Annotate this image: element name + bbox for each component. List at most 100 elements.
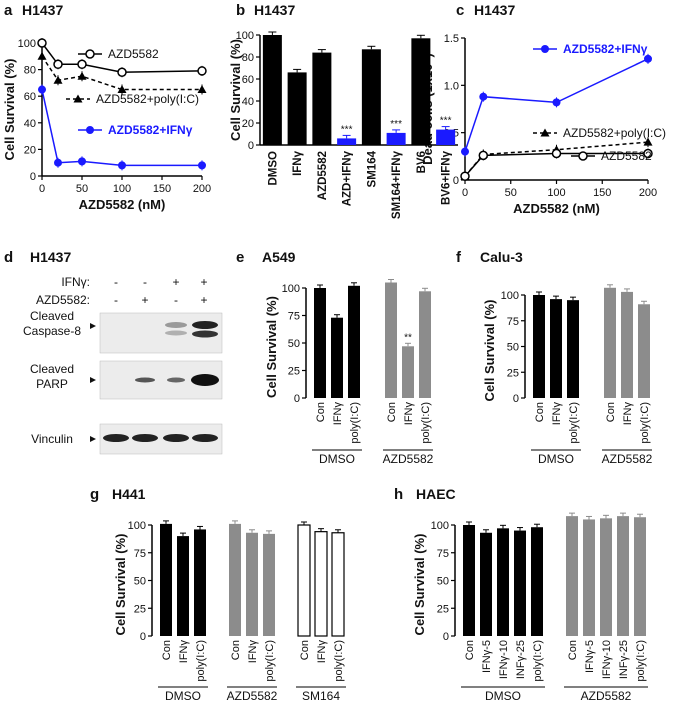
parp-band-2 [135,377,155,383]
panel-g-letter: g [90,486,99,503]
chart-h-x-tick-label: INFγ-25 [618,640,630,679]
chart-f-bar [550,299,562,398]
chart-c-x-label: AZD5582 (nM) [513,201,600,216]
chart-g-x-tick-label: poly(I:C) [195,640,207,682]
chart-h-bar [514,530,526,636]
wb-ifn-sign-1: - [114,275,118,289]
chart-a-y-tick-label: 0 [30,171,36,183]
panel-f-title: Calu-3 [480,249,523,265]
chart-h-x-tick-label: INFγ-25 [515,640,527,679]
chart-g-bar [160,523,172,636]
chart-g-x-tick-label: poly(I:C) [333,640,345,682]
chart-b-y-label: Cell Survival (%) [228,39,243,141]
chart-g-x-tick-label: poly(I:C) [264,640,276,682]
chart-h-group-label: DMSO [485,689,521,702]
chart-e-bar [331,317,343,398]
chart-a-y-tick-label: 80 [24,65,36,77]
chart-c-point [460,171,470,181]
chart-a-x-tick-label: 150 [153,183,171,195]
chart-c-series-line-2 [464,152,648,177]
chart-c-x-tick-label: 200 [639,187,657,199]
chart-a-x-label: AZD5582 (nM) [79,197,166,212]
chart-g-x-tick-label: IFNγ [316,640,328,664]
vinculin-band-3 [163,434,189,442]
chart-a-point [197,85,207,94]
chart-a-point [53,75,63,84]
chart-e-x-tick-label: IFNγ [332,402,344,426]
chart-g-group-label: SM164 [302,689,340,702]
chart-f: 0 25 50 75 100 Cell Survival (%) Con IFNγ poly(I… [482,284,653,466]
chart-f-bar [533,295,545,398]
chart-b-x-tick-label: SM164 [366,150,378,187]
chart-e-bar [419,291,431,398]
chart-f-x-tick-label: IFNγ [622,402,634,426]
chart-a-point [198,161,206,170]
chart-a-point [53,59,63,70]
chart-f-bar [567,300,579,398]
chart-g-bar [246,532,258,636]
chart-b-y-tick-label: 60 [242,74,254,86]
chart-a-x-tick-label: 0 [39,183,45,195]
chart-a-point [77,71,87,80]
chart-h-y-tick-label: 100 [431,520,449,532]
panel-g-title: H441 [112,486,146,502]
chart-a-x-tick-label: 100 [113,183,131,195]
chart-h-y-label: Cell Survival (%) [412,534,427,636]
chart-b-bar [386,132,406,145]
chart-g-group-label: AZD5582 [227,689,278,702]
chart-f-y-tick-label: 75 [507,316,519,328]
chart-f-bar [621,291,633,398]
chart-a-point [78,157,86,166]
chart-c-x-tick-label: 150 [593,187,611,199]
chart-a-x-tick-label: 200 [193,183,211,195]
chart-h-y-tick-label: 0 [443,631,449,643]
chart-a-legend-marker [86,126,94,134]
chart-c-point [552,98,561,107]
panel-h-title: HAEC [416,486,456,502]
chart-f-y-tick-label: 0 [513,393,519,405]
chart-c-y-tick-label: 1.5 [444,33,459,45]
chart-c-point [461,147,469,156]
chart-a: 0 20 40 60 80 100 0 50 100 150 200 AZD5582 (nM) Cell… [2,38,211,212]
chart-c-y-tick-label: 0 [453,175,459,187]
chart-g-x-tick-label: Con [299,640,311,660]
chart-f-group-label: DMSO [538,452,574,466]
chart-h-x-tick-label: Con [464,640,476,660]
chart-e-x-tick-label: poly(I:C) [420,402,432,444]
chart-e-y-label: Cell Survival (%) [264,296,279,398]
wb-azd-sign-1: - [114,293,118,307]
chart-a-y-tick-label: 100 [18,38,36,50]
chart-b-y-tick-label: 80 [242,52,254,64]
panel-e-title: A549 [262,249,296,265]
chart-f-x-tick-label: poly(I:C) [568,402,580,444]
chart-b-y-tick-label: 0 [248,140,254,152]
blot-label-caspase8-line2: Caspase-8 [23,324,81,338]
chart-f-x-tick-label: Con [534,402,546,422]
blot-label-caspase8-line1: Cleaved [30,309,74,323]
panel-d-title: H1437 [30,249,71,265]
chart-c-x-tick-label: 50 [505,187,517,199]
wb-azd-label: AZD5582: [36,293,90,307]
chart-e-y-tick-label: 75 [288,311,300,323]
chart-e-y-tick-label: 100 [282,283,300,295]
chart-e-bar [348,285,360,398]
panel-d-letter: d [4,249,13,266]
chart-e-y-tick-label: 50 [288,338,300,350]
panel-b-letter: b [236,2,245,19]
chart-e-x-tick-label: Con [386,402,398,422]
wb-ifn-sign-4: + [200,275,207,289]
chart-b-significance: *** [440,116,452,127]
caspase8-band-4b [192,330,218,338]
chart-h-x-tick-label: poly(I:C) [635,640,647,682]
chart-a-y-label: Cell Survival (%) [2,59,17,161]
chart-e-y-tick-label: 0 [294,393,300,405]
chart-h-y-tick-label: 25 [437,603,449,615]
chart-c-legend-marker [540,128,550,137]
chart-g-bar [263,533,275,636]
caspase8-band-3b [165,330,187,336]
panel-b-title: H1437 [254,2,295,18]
chart-c-point [643,148,653,159]
chart-g-x-tick-label: Con [161,640,173,660]
chart-h-y-tick-label: 75 [437,548,449,560]
